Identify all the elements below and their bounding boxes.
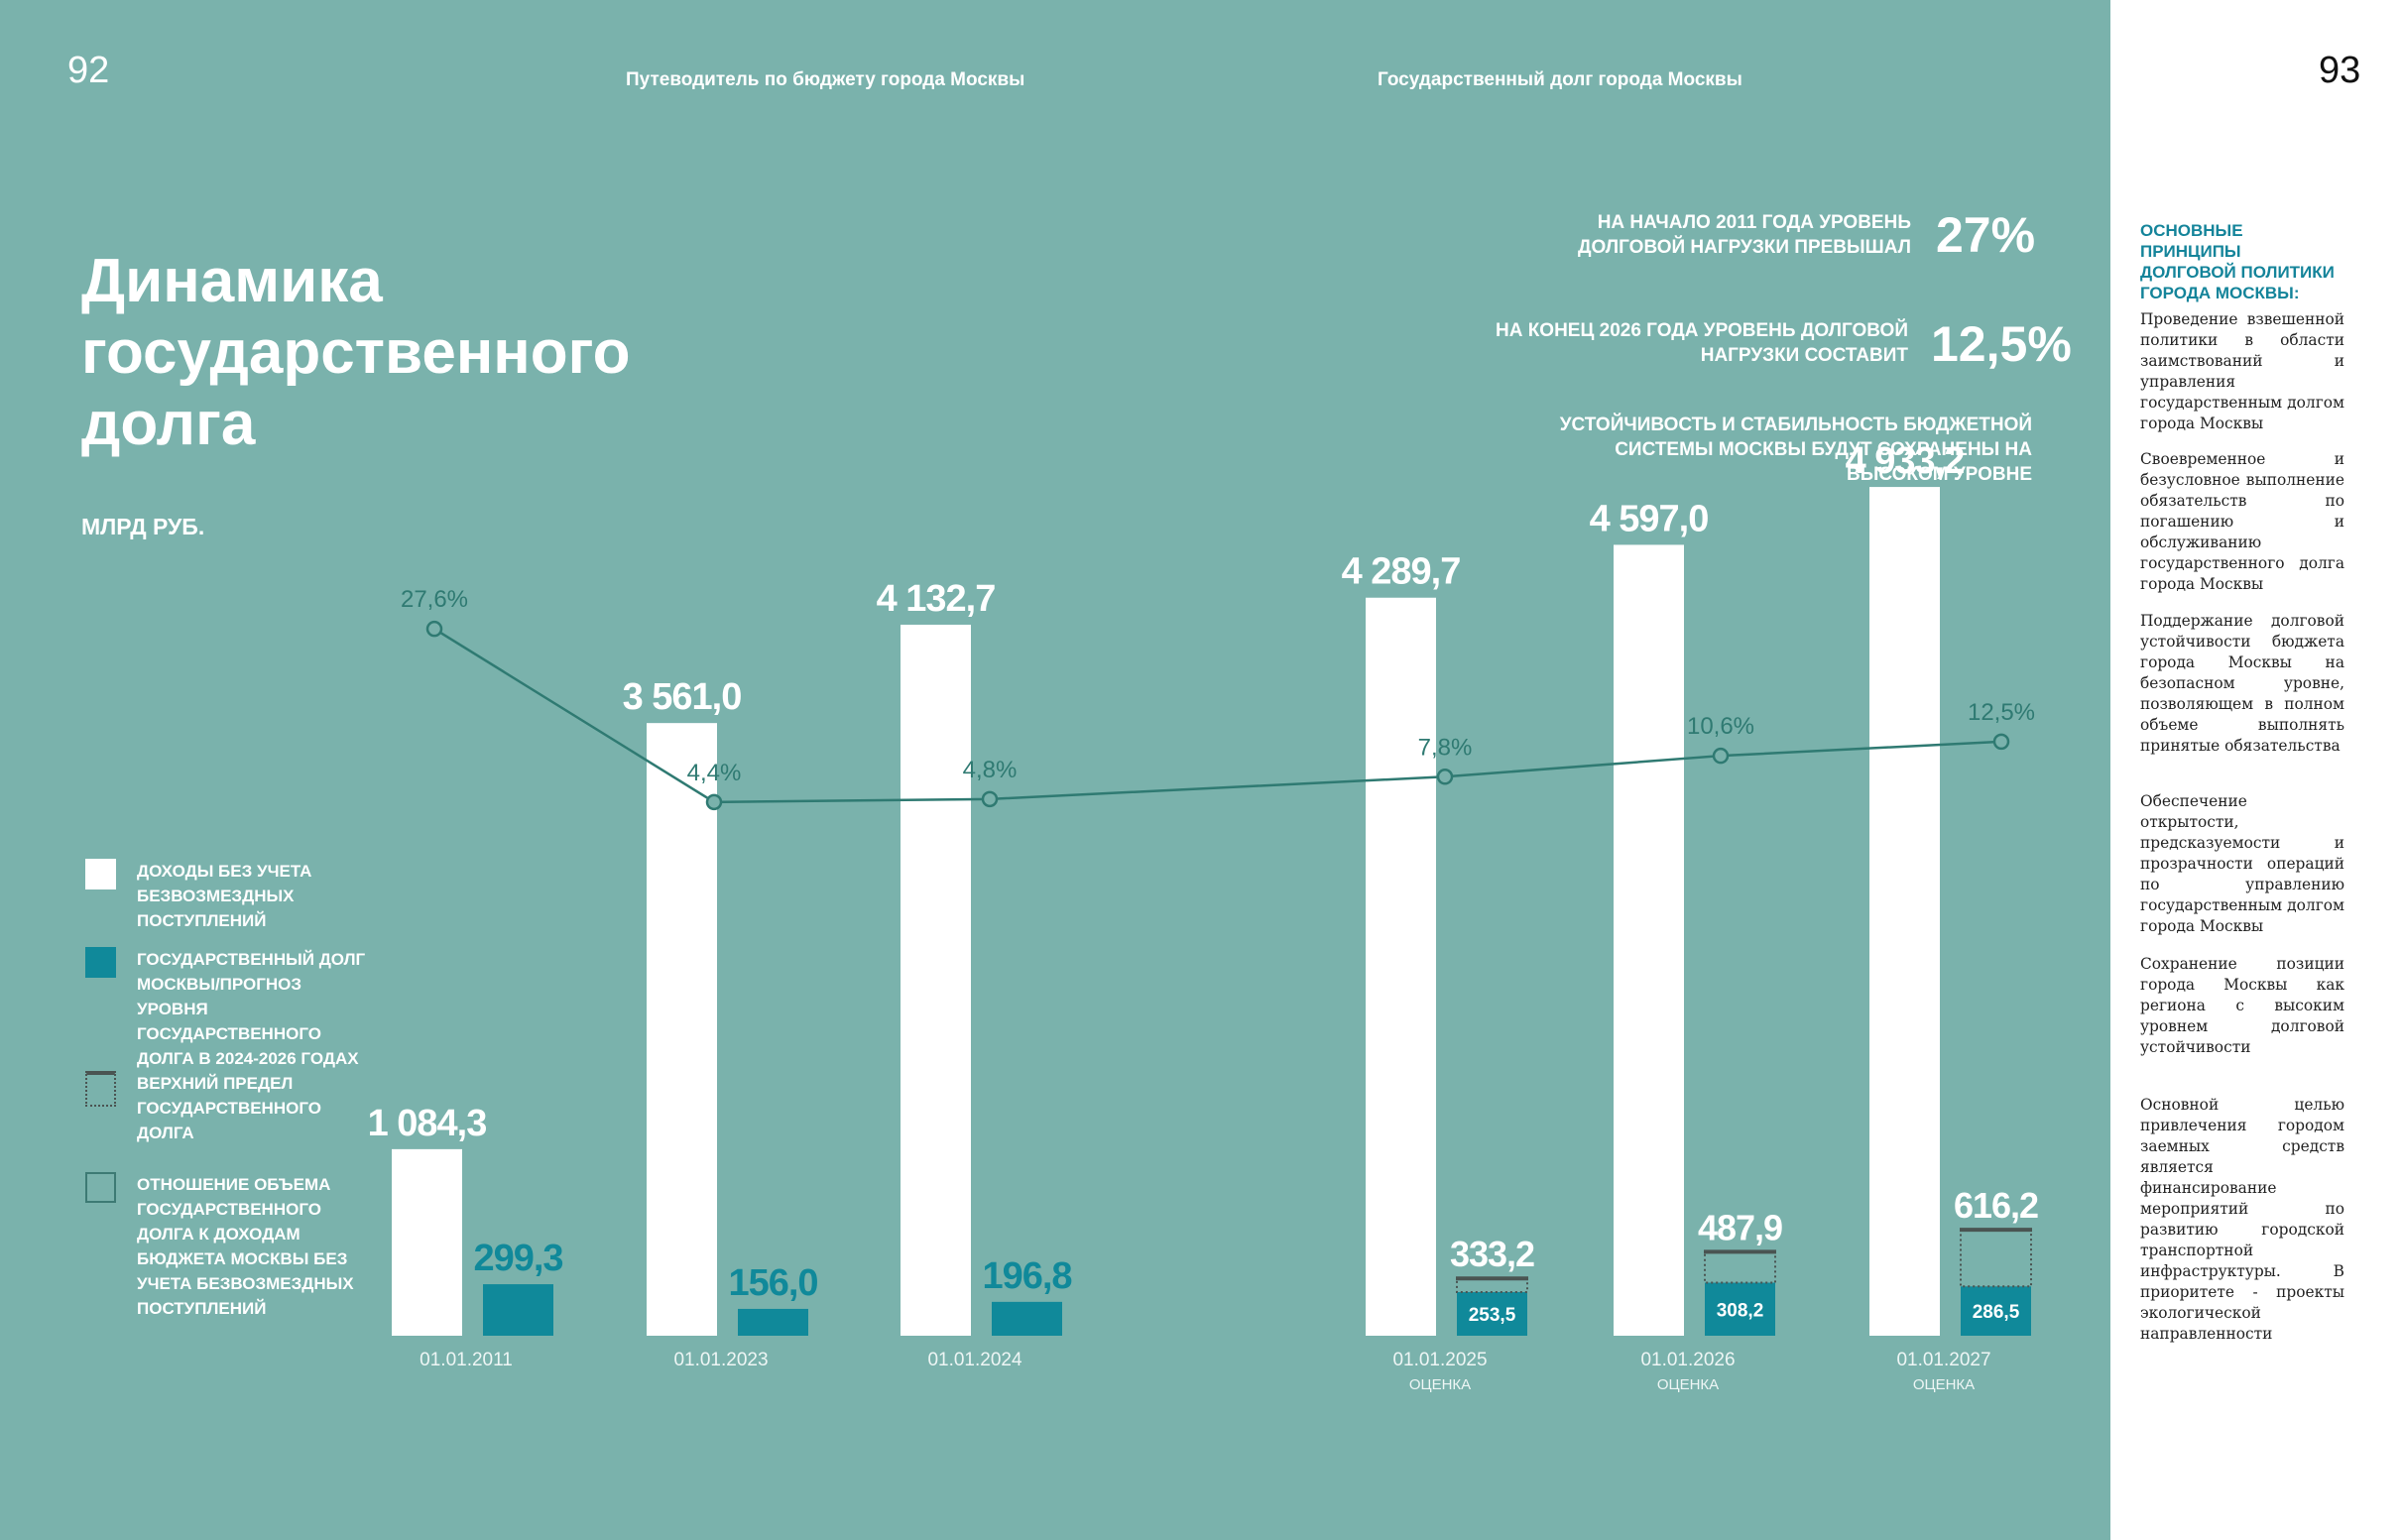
statement-2011-text: НА НАЧАЛО 2011 ГОДА УРОВЕНЬ ДОЛГОВОЙ НАГ… — [1577, 212, 1911, 258]
debt-label: 299,3 — [473, 1238, 562, 1279]
revenue-label: 3 561,0 — [623, 676, 742, 718]
debt-label: 286,5 — [1973, 1302, 2020, 1323]
ratio-point — [1436, 769, 1454, 785]
ratio-label: 27,6% — [401, 586, 468, 613]
revenue-bar — [1614, 544, 1684, 1336]
outline-square-icon — [85, 1172, 116, 1203]
debt-bar — [1961, 1286, 2031, 1336]
ratio-label: 12,5% — [1968, 699, 2035, 726]
page-number-right: 93 — [2319, 50, 2361, 91]
category-label: 01.01.2026 — [1640, 1350, 1735, 1370]
debt-label: 308,2 — [1717, 1300, 1764, 1321]
revenue-bar — [647, 723, 717, 1336]
debt-bar — [483, 1284, 553, 1336]
category-label: 01.01.2024 — [927, 1350, 1022, 1370]
revenue-bar — [1366, 597, 1436, 1336]
ratio-label: 4,4% — [687, 760, 742, 786]
page-title: Динамика государственного долга — [81, 247, 631, 458]
revenue-bar — [901, 624, 971, 1336]
header-right-title: Государственный долг города Москвы — [1378, 69, 1742, 90]
revenue-bar — [392, 1148, 462, 1336]
debt-label: 196,8 — [982, 1255, 1071, 1297]
sidebar-paragraph: Своевременное и безусловное выполнение о… — [2140, 450, 2344, 593]
category-note: ОЦЕНКА — [1657, 1376, 1719, 1393]
sidebar-paragraph: Обеспечение открытости, предсказуемости … — [2140, 792, 2344, 935]
sidebar-paragraph: Основной целью привлечения городом заемн… — [2140, 1096, 2344, 1343]
ratio-point — [981, 790, 999, 808]
debt-label: 253,5 — [1469, 1305, 1516, 1326]
statement-2026-text: НА КОНЕЦ 2026 ГОДА УРОВЕНЬ ДОЛГОВОЙ НАГР… — [1495, 320, 1908, 366]
ratio-point — [1992, 733, 2010, 751]
revenue-label: 4 933,2 — [1846, 440, 1965, 482]
category-label: 01.01.2027 — [1896, 1350, 1990, 1370]
sidebar — [2110, 0, 2402, 1523]
ratio-point — [1712, 747, 1730, 765]
unit-label: МЛРД РУБ. — [81, 514, 205, 539]
category-label: 01.01.2023 — [673, 1350, 768, 1370]
ratio-label: 7,8% — [1418, 734, 1473, 761]
debt-chart: 1 084,3 299,3 01.01.2011 3 561,0 156,0 01.01.… — [368, 440, 2039, 1393]
page-number-left: 92 — [67, 50, 110, 91]
debt-label: 156,0 — [728, 1262, 817, 1304]
ratio-line — [433, 628, 2002, 804]
statement-2011-value: 27% — [1936, 207, 2036, 263]
sidebar-paragraph: Проведение взвешенной политики в области… — [2140, 310, 2344, 432]
ratio-label: 10,6% — [1687, 713, 1754, 740]
debt-bar — [1457, 1292, 1527, 1336]
debt-bar — [738, 1308, 808, 1336]
category-note: ОЦЕНКА — [1913, 1376, 1975, 1393]
sidebar-paragraph: Сохранение позиции города Москвы как рег… — [2140, 955, 2344, 1056]
revenue-label: 4 597,0 — [1590, 498, 1709, 539]
ratio-point — [705, 793, 723, 811]
header-left-title: Путеводитель по бюджету города Москвы — [626, 69, 1025, 90]
revenue-bar — [1869, 487, 1940, 1336]
limit-box — [1456, 1277, 1528, 1294]
ratio-point — [425, 620, 443, 638]
limit-label: 616,2 — [1954, 1185, 2038, 1226]
revenue-label: 4 132,7 — [877, 578, 996, 620]
limit-box — [1704, 1250, 1776, 1284]
debt-bar — [1705, 1282, 1775, 1336]
limit-box — [1960, 1229, 2032, 1288]
category-note: ОЦЕНКА — [1409, 1376, 1471, 1393]
statement-2026-value: 12,5% — [1931, 316, 2072, 372]
revenue-label: 1 084,3 — [368, 1103, 487, 1144]
limit-label: 487,9 — [1698, 1207, 1782, 1247]
sidebar-heading: Основные принципы долговой политики горо… — [2140, 221, 2335, 302]
white-square-icon — [85, 859, 116, 889]
sidebar-paragraph: Поддержание долговой устойчивости бюджет… — [2140, 612, 2344, 755]
revenue-label: 4 289,7 — [1342, 551, 1461, 593]
limit-label: 333,2 — [1450, 1234, 1534, 1274]
debt-bar — [992, 1301, 1062, 1336]
teal-square-icon — [85, 947, 116, 978]
statement-stability: УСТОЙЧИВОСТЬ И СТАБИЛЬНОСТЬ БЮДЖЕТНОЙ СИ… — [1559, 415, 2032, 485]
category-label: 01.01.2011 — [420, 1350, 513, 1370]
ratio-label: 4,8% — [963, 757, 1018, 783]
category-label: 01.01.2025 — [1392, 1350, 1487, 1370]
dotted-box-with-bar-icon — [85, 1071, 116, 1107]
